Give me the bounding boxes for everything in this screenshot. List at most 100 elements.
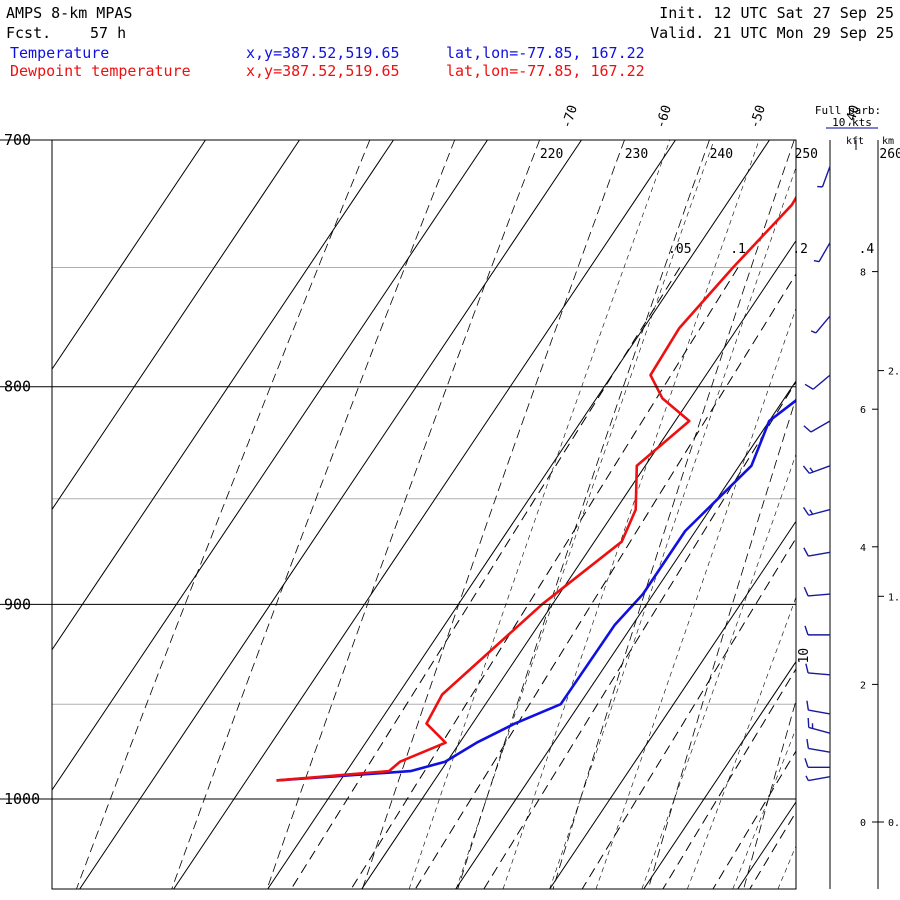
km-tick-label: 1.	[888, 592, 900, 603]
dry-adiabat	[361, 140, 625, 889]
moist-adiabat	[549, 166, 796, 889]
moist-adiabat	[595, 307, 796, 889]
wind-barb	[810, 315, 831, 334]
wind-barb	[804, 374, 831, 390]
mixing-ratio-line	[804, 268, 900, 890]
km-label: km	[882, 136, 894, 147]
barb-flag	[806, 700, 810, 711]
legend-dewpoint-name: Dewpoint temperature	[10, 62, 191, 80]
legend-temperature-name: Temperature	[10, 44, 109, 62]
barb-half	[809, 467, 814, 473]
wind-barb	[803, 586, 831, 597]
mixing-ratio-line	[414, 273, 796, 889]
moist-adiabat	[732, 727, 796, 889]
dry-adiabat-label: 260	[879, 147, 900, 162]
barb-half	[805, 775, 809, 781]
barb-flag	[803, 586, 809, 597]
mixing-ratio-label: .1	[730, 242, 746, 257]
mixing-ratio-label: .4	[859, 242, 875, 257]
wind-barb	[804, 758, 830, 769]
isotherm-line	[737, 801, 796, 889]
dry-adiabat	[76, 140, 371, 889]
kft-tick-label: 4	[860, 543, 866, 554]
fcst-label: Fcst.	[6, 24, 51, 42]
mixing-ratio-line	[749, 810, 796, 889]
isotherm-line	[52, 140, 394, 651]
init-time: Init. 12 UTC Sat 27 Sep 25	[659, 4, 894, 22]
wind-barb	[802, 465, 831, 475]
isotherm-line	[549, 520, 796, 889]
legend-temperature-latlon: lat,lon=-77.85, 167.22	[446, 44, 645, 62]
mixing-ratio-label: .2	[792, 242, 808, 257]
barb-flag	[804, 625, 809, 636]
barb-flag	[806, 738, 810, 749]
wind-barb	[805, 775, 831, 782]
isotherm-line	[52, 140, 300, 511]
wind-barb	[813, 242, 831, 263]
isotherm-line	[52, 140, 488, 791]
barb-flag	[802, 465, 810, 474]
moist-adiabat	[687, 596, 796, 889]
wind-barb	[806, 700, 831, 715]
dry-adiabat	[266, 140, 540, 889]
plot-frame	[51, 139, 797, 890]
isotherm-label-side: 10	[797, 648, 812, 664]
wind-barb	[817, 165, 831, 188]
kft-tick-label: 2	[860, 680, 866, 691]
temperature-profile	[276, 398, 796, 782]
wind-barb	[804, 625, 830, 636]
legend: Temperature x,y=387.52,519.65 lat,lon=-7…	[10, 44, 645, 80]
wind-barb	[806, 738, 831, 753]
isotherm-line	[79, 140, 582, 889]
barb-flag	[804, 383, 814, 390]
barb-staff	[818, 242, 831, 263]
barb-flag	[803, 547, 809, 557]
km-tick-label: 2.	[888, 367, 900, 378]
barb-flag	[807, 717, 810, 728]
kft-tick-label: 0	[860, 818, 866, 829]
barb-staff	[821, 165, 831, 188]
dry-adiabat-label: 240	[710, 147, 733, 162]
isotherm-label: -40	[841, 103, 863, 130]
dewpoint-profile	[276, 195, 796, 782]
kft-tick-label: 6	[860, 405, 866, 416]
dry-adiabat	[743, 699, 796, 889]
legend-dewpoint-xy: x,y=387.52,519.65	[246, 62, 400, 80]
barb-half	[809, 509, 814, 515]
barb-flag	[804, 758, 809, 768]
legend-dewpoint-latlon: lat,lon=-77.85, 167.22	[446, 62, 645, 80]
mixing-ratio-line	[662, 668, 796, 889]
barb-flag	[803, 425, 812, 433]
isotherm-line	[361, 239, 796, 889]
pressure-label: 800	[4, 378, 31, 396]
dry-adiabat	[171, 140, 456, 889]
mixing-ratio-line	[350, 267, 739, 889]
legend-temperature-xy: x,y=387.52,519.65	[246, 44, 400, 62]
barb-staff	[808, 593, 831, 597]
moist-adiabat	[408, 140, 671, 889]
moist-adiabat	[641, 453, 796, 889]
dry-adiabat	[647, 396, 796, 889]
isotherm-label: -60	[653, 103, 675, 130]
barb-staff	[808, 776, 831, 782]
pressure-label: 900	[4, 595, 31, 613]
moist-adiabat	[502, 140, 760, 889]
pressure-label: 1000	[4, 790, 40, 808]
dry-adiabat-label: 230	[625, 147, 648, 162]
wind-barb	[807, 717, 831, 734]
fcst-value: 57 h	[90, 24, 126, 42]
mixing-ratio-line	[712, 750, 796, 889]
isotherm-label: -70	[559, 103, 581, 130]
wind-barb	[803, 547, 831, 557]
wind-panel-title-1: Full barb:	[815, 104, 881, 117]
isotherm-line	[267, 140, 770, 889]
dry-adiabat	[552, 140, 795, 889]
km-tick-label: 0.	[888, 818, 900, 829]
isotherm-line	[643, 660, 796, 889]
mixing-ratio-label: .05	[668, 242, 691, 257]
moist-adiabat	[455, 140, 715, 889]
barb-staff	[808, 551, 831, 557]
wind-barbs: 8 6 4 2 0 2. 1. 0.	[802, 140, 900, 889]
kft-tick-label: 8	[860, 268, 866, 279]
